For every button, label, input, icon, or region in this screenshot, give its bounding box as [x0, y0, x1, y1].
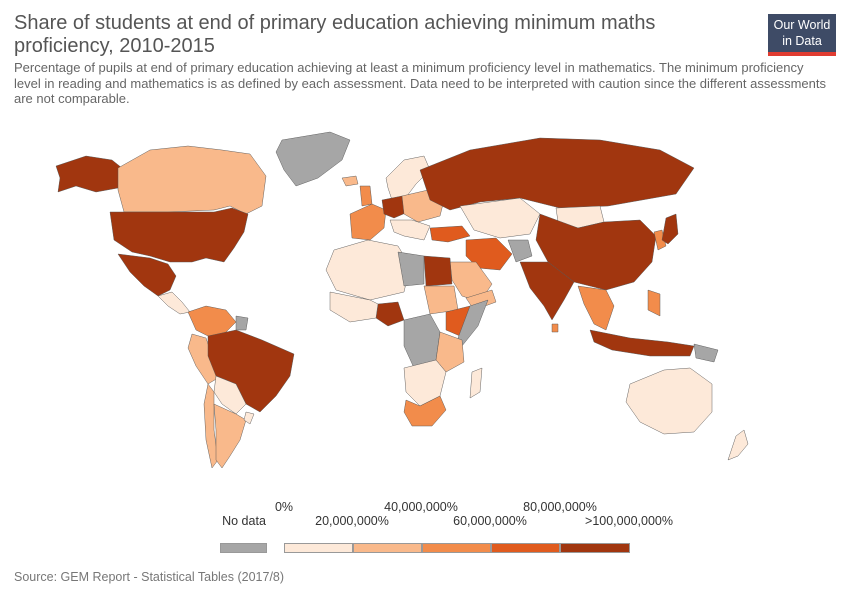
legend-swatch-bin-1[interactable] [353, 543, 422, 553]
country-brazil[interactable] [207, 329, 295, 413]
country-alaska[interactable] [55, 155, 123, 193]
country-afghanistan[interactable] [507, 239, 533, 263]
country-united-states[interactable] [109, 207, 249, 263]
country-dr-congo[interactable] [403, 313, 441, 369]
country-india[interactable] [519, 261, 575, 321]
country-japan[interactable] [661, 213, 679, 245]
country-kazakhstan[interactable] [459, 197, 541, 239]
country-scandinavia[interactable] [385, 155, 431, 201]
country-north-africa[interactable] [325, 239, 411, 301]
country-greenland[interactable] [275, 131, 351, 187]
country-russia[interactable] [419, 137, 695, 211]
country-chile[interactable] [203, 383, 219, 469]
country-uruguay[interactable] [243, 411, 255, 425]
chart-subtitle: Percentage of pupils at end of primary e… [14, 60, 826, 106]
legend-swatch-bin-0[interactable] [284, 543, 353, 553]
country-italy-balkans[interactable] [389, 219, 431, 241]
country-papua[interactable] [693, 343, 719, 363]
legend-tick-label: 40,000,000% [384, 500, 458, 514]
country-colombia-venezuela[interactable] [187, 305, 237, 337]
country-iran[interactable] [465, 237, 513, 271]
country-china[interactable] [535, 213, 657, 291]
logo-line-2: in Data [782, 34, 822, 48]
country-libya[interactable] [397, 251, 425, 287]
chart-title: Share of students at end of primary educ… [14, 12, 656, 57]
legend-tick-label: 60,000,000% [453, 514, 527, 528]
country-mexico[interactable] [117, 253, 177, 297]
legend-swatch-bin-3[interactable] [491, 543, 560, 553]
country-egypt[interactable] [423, 255, 453, 287]
country-guianas[interactable] [235, 315, 249, 331]
logo-line-1: Our World [773, 18, 831, 32]
country-southeast-asia[interactable] [577, 285, 615, 331]
legend-tick-label: 0% [274, 500, 294, 514]
country-somalia[interactable] [457, 299, 489, 347]
country-iceland[interactable] [341, 175, 359, 187]
country-sudan[interactable] [423, 285, 459, 315]
country-central-america[interactable] [157, 291, 191, 315]
country-turkey[interactable] [429, 225, 471, 243]
country-east-africa[interactable] [435, 331, 465, 373]
legend-swatch-bin-2[interactable] [422, 543, 491, 553]
country-argentina[interactable] [213, 403, 247, 469]
country-united-kingdom[interactable] [359, 185, 373, 207]
legend-no-data-label: No data [222, 514, 266, 528]
country-germany[interactable] [381, 195, 409, 219]
legend-tick-label: 80,000,000% [523, 500, 597, 514]
source-note: Source: GEM Report - Statistical Tables … [14, 570, 285, 584]
legend-tick-label: >100,000,000% [585, 514, 673, 528]
country-sri-lanka[interactable] [551, 323, 559, 333]
country-new-zealand[interactable] [727, 429, 749, 461]
country-west-africa[interactable] [329, 291, 379, 323]
country-australia[interactable] [625, 367, 713, 435]
our-world-in-data-logo[interactable]: Our World in Data [768, 14, 836, 56]
country-philippines[interactable] [647, 289, 661, 317]
legend-tick-label: 20,000,000% [315, 514, 389, 528]
country-south-africa[interactable] [403, 395, 447, 427]
world-map [55, 131, 749, 469]
country-france-spain[interactable] [349, 203, 387, 241]
color-legend: No data 0% 20,000,000% 40,000,000% 60,00… [0, 500, 850, 560]
country-madagascar[interactable] [469, 367, 483, 399]
country-indonesia[interactable] [589, 329, 695, 357]
country-nigeria[interactable] [375, 301, 405, 327]
country-canada[interactable] [117, 145, 267, 215]
legend-swatch-no-data[interactable] [220, 543, 267, 553]
legend-swatch-bin-4[interactable] [560, 543, 630, 553]
country-peru[interactable] [187, 333, 219, 385]
